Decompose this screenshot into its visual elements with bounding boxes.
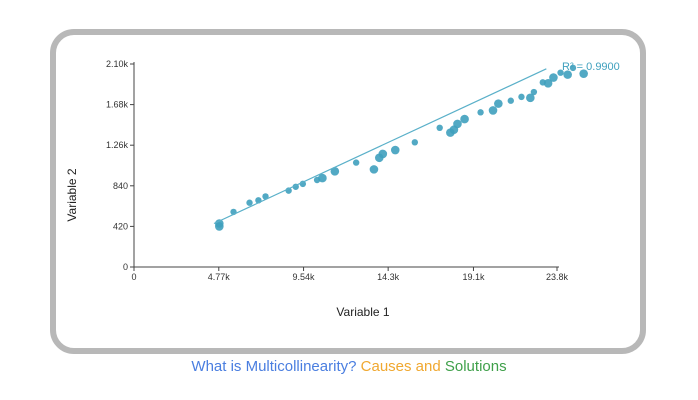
x-tick-label: 9.54k — [293, 272, 316, 282]
data-point — [518, 93, 525, 101]
data-point — [411, 139, 419, 146]
y-tick-label: 1.26k — [106, 140, 129, 150]
trendline-layer — [213, 68, 547, 225]
x-tick-label: 14.3k — [377, 272, 400, 282]
data-point — [543, 79, 553, 88]
axes-layer: 0 420 840 1.26k 1.68k 2.10k 0 4.77k 9.54k 14.3k 19… — [106, 59, 569, 282]
x-tick-label: 19.1k — [462, 272, 485, 282]
y-tick-label: 420 — [113, 221, 128, 231]
data-point — [390, 145, 400, 155]
x-tick-label: 0 — [131, 272, 136, 282]
data-point — [557, 69, 564, 76]
data-point — [215, 219, 224, 228]
trendline — [213, 68, 547, 225]
y-axis-label: Variable 2 — [65, 168, 79, 221]
data-point — [488, 106, 498, 115]
data-point — [378, 149, 388, 159]
x-tick-label: 4.77k — [208, 272, 231, 282]
x-axis-label: Variable 1 — [336, 305, 389, 319]
data-point — [262, 193, 269, 200]
data-point — [494, 99, 503, 108]
data-point — [530, 88, 538, 96]
data-point — [569, 64, 577, 72]
data-point — [549, 73, 558, 82]
data-point — [369, 165, 379, 174]
y-tick-label: 840 — [113, 181, 128, 191]
data-point — [563, 70, 572, 79]
caption: What is Multicollinearity? Causes and So… — [0, 358, 698, 375]
x-tick-label: 23.8k — [546, 272, 569, 282]
data-point — [352, 159, 360, 166]
caption-causes: Causes — [360, 358, 412, 375]
caption-solutions: Solutions — [444, 358, 507, 375]
data-point — [246, 199, 253, 206]
data-point — [318, 173, 327, 183]
data-point — [526, 93, 535, 103]
points-layer — [215, 64, 588, 231]
y-tick-label: 0 — [123, 262, 128, 272]
y-tick-label: 2.10k — [106, 59, 129, 69]
data-point — [579, 69, 588, 78]
caption-title: What is Multicollinearity? — [191, 358, 357, 375]
data-point — [507, 97, 514, 104]
data-point — [453, 119, 462, 129]
data-point — [477, 109, 484, 116]
y-tick-label: 1.68k — [106, 100, 129, 110]
r-squared-annotation: R² = 0.9900 — [562, 61, 620, 73]
data-point — [460, 114, 469, 124]
data-point — [436, 124, 443, 131]
data-point — [330, 167, 340, 176]
caption-and: and — [415, 358, 441, 375]
